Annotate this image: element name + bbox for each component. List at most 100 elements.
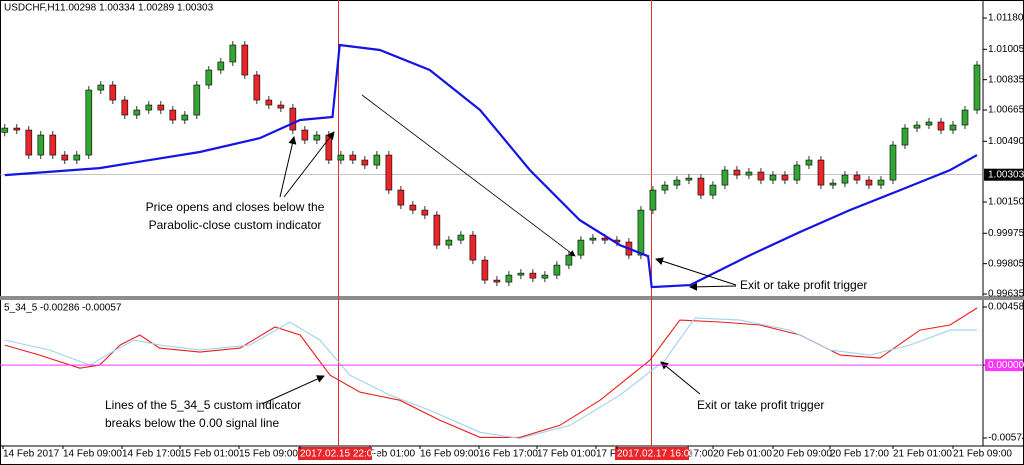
candle-body [973,64,981,111]
y-tick-label: 0.99975 [988,228,1024,239]
candle-body [937,121,945,131]
candle-body [673,179,681,186]
candle-body [121,99,129,116]
candle-body [889,144,897,181]
candle-body [361,159,369,166]
annotation: Parabolic-close custom indicator [149,218,322,232]
candle-body [61,154,69,161]
candle-body [517,272,525,276]
candle-body [793,164,801,181]
candle-body [661,184,669,191]
header-value: 1.00289 [138,3,175,14]
candle-body [229,44,237,63]
current-price-label: 1.00303 [988,169,1024,180]
x-tick-label: 16 Feb 17:00 [479,449,538,460]
candle-body [181,114,189,121]
candle-body [865,179,873,186]
candle-body [757,171,765,181]
candle-body [733,169,741,176]
candle-body [313,134,321,141]
candle-body [433,214,441,246]
indicator-line [4,43,978,289]
x-tick-label: 20 Feb 17:00 [830,449,889,460]
annotation: Exit or take profit trigger [697,398,824,412]
candle-body [289,107,297,131]
candle-body [13,127,21,131]
candle-body [949,124,957,131]
candle-body [445,239,453,246]
candle-body [841,174,849,184]
candle-body [577,239,585,256]
plot: USDCHF,H1 1.00298 1.00334 1.00289 1.00303 5_3… [0,3,983,439]
candle-body [817,159,825,186]
candle-body [637,209,645,256]
label-box [615,447,689,460]
annotation: breaks below the 0.00 signal line [105,416,279,430]
candle-body [925,121,933,126]
candle-body [373,154,381,166]
candle-body [565,254,573,266]
x-tick-label: 2017.02.15 22:00 [300,449,378,460]
candle-body [397,189,405,206]
x-tick-label: 14 Feb 17:00 [122,449,181,460]
candle-body [73,154,81,161]
candle-body [469,234,477,261]
candle-body [85,89,93,156]
x-tick-label: 15 Feb 09:00 [239,449,298,460]
candle-body [265,99,273,106]
candle-body [493,279,501,283]
x-tick-label: 15 Feb 01:00 [180,449,239,460]
candle-body [481,259,489,281]
candle-body [385,154,393,191]
y-tick-label: 1.00150 [988,197,1024,208]
header-value: 1.00303 [177,3,214,14]
annotation: Price opens and closes below the [146,200,325,214]
candle-body [193,84,201,116]
candle-body [829,182,837,186]
y-tick-label: 0.00000 [988,360,1024,371]
candle-body [409,204,417,211]
label-box [985,359,1023,372]
candle-body [697,177,705,196]
candle-body [337,154,345,161]
indicator-line [4,317,977,439]
candle-body [745,171,753,176]
candle-body [169,109,177,121]
annotation: Lines of the 5_34_5 custom indicator [105,398,301,412]
y-tick-label: 0.99635 [988,289,1024,300]
candle-body [301,129,309,141]
candle-body [781,174,789,181]
x-tick-label: 20 Feb 01:00 [713,449,772,460]
candle-body [961,109,969,126]
candle-body [37,134,45,156]
header-value: -0.00057 [82,303,122,314]
x-tick-label: 16 Feb 09:00 [420,449,479,460]
x-tick-label: 21 Feb 09:00 [953,449,1012,460]
candle-body [49,134,57,156]
candle-body [853,174,861,181]
candle-body [457,234,465,241]
label-box [984,168,1024,181]
x-tick-label: 21 Feb 01:00 [893,449,952,460]
candle-body [685,177,693,181]
candle-body [217,61,225,71]
x-tick-label: 17 Fe [596,449,622,460]
candle-body [901,127,909,146]
annotation: Exit or take profit trigger [740,278,867,292]
candle-body [349,154,357,161]
pane-separator [0,296,1024,300]
candle-body [205,69,213,86]
candle-body [589,237,597,241]
candle-body [553,264,561,276]
header-value: 1.00298 [60,3,97,14]
header-value: -0.00286 [40,303,80,314]
pane-title: 5_34_5 [4,303,38,314]
y-tick-label: -0.00574 [988,433,1024,444]
x-tick-label: 20 Feb 09:00 [773,449,832,460]
candle-body [277,104,285,109]
candle-body [541,274,549,279]
label-box [298,447,372,460]
x-tick-label: Feb 01:00 [370,449,415,460]
